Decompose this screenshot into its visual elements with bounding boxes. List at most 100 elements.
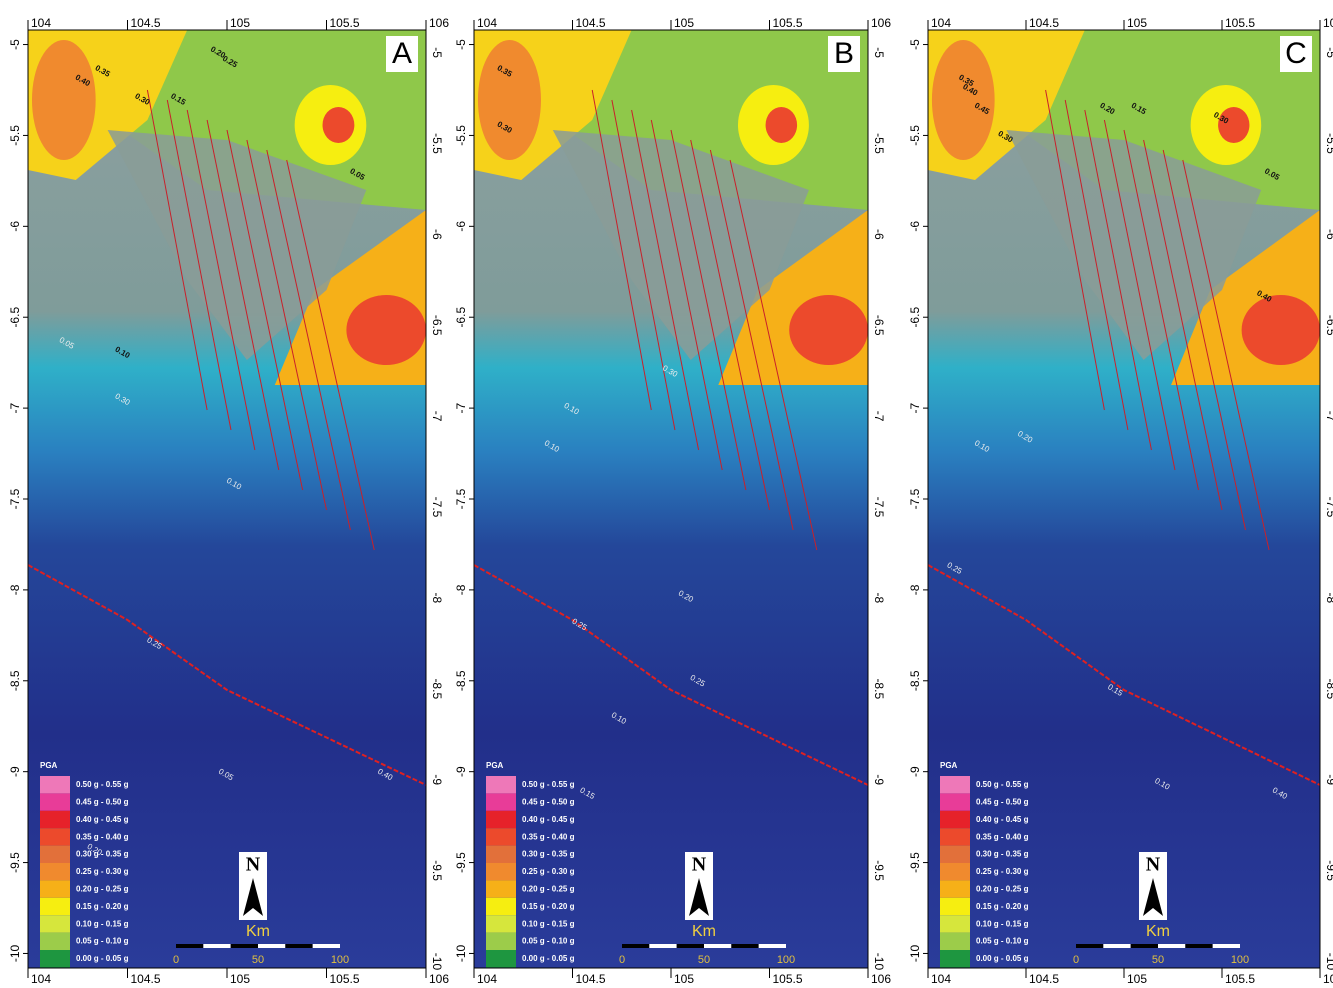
lat-tick-label: -8.5 <box>1324 678 1333 699</box>
fault-line <box>591 89 652 411</box>
hazard-zone <box>1218 107 1250 143</box>
legend-swatch <box>940 828 970 846</box>
lat-tick-label: -10 <box>908 944 922 962</box>
lat-tick-label: -7.5 <box>1324 497 1333 518</box>
legend-swatch <box>486 776 516 794</box>
lon-tick-label: 105 <box>674 16 694 30</box>
legend-swatch <box>486 915 516 933</box>
scale-unit: Km <box>692 923 716 940</box>
legend-swatch <box>40 915 70 933</box>
lon-tick-label: 104.5 <box>131 972 161 986</box>
lat-tick-label: -5 <box>908 39 922 50</box>
lon-tick-label: 104.5 <box>576 16 606 30</box>
lat-tick-label: -9 <box>1324 774 1333 785</box>
fault-line <box>1064 99 1129 431</box>
land-shelf <box>107 130 367 360</box>
north-label: N <box>246 854 261 876</box>
fault-line <box>709 149 794 531</box>
lat-tick-label: -9.5 <box>430 860 444 881</box>
lat-tick-label: -8 <box>454 584 468 595</box>
scale-segment <box>312 944 340 948</box>
lat-tick-label: -7 <box>908 402 922 413</box>
fault-line <box>729 159 818 551</box>
legend-swatch <box>486 863 516 881</box>
panel-label-box <box>828 36 860 72</box>
lon-tick-label: 106 <box>429 16 449 30</box>
scale-tick-label: 0 <box>619 954 625 966</box>
lon-tick-label: 106 <box>871 16 891 30</box>
panel-label: C <box>1285 37 1307 70</box>
scale-segment <box>203 944 231 948</box>
fault-line <box>690 139 770 511</box>
lon-tick-label: 105 <box>1127 16 1147 30</box>
scale-tick-label: 100 <box>331 954 349 966</box>
lat-tick-label: -6 <box>454 221 468 232</box>
scale-tick-label: 100 <box>1231 954 1249 966</box>
lat-tick-label: -6.5 <box>8 307 22 328</box>
legend-label: 0.30 g - 0.35 g <box>76 850 129 859</box>
legend-swatch <box>40 828 70 846</box>
lon-tick-label: 104 <box>31 972 51 986</box>
lat-tick-label: -8.5 <box>430 678 444 699</box>
hazard-zone <box>322 107 355 143</box>
lat-tick-label: -6.5 <box>872 315 886 336</box>
lat-tick-label: -8 <box>872 593 886 604</box>
scale-segment <box>1185 944 1213 948</box>
map-panel: C104104104.5104.5105105105.5105.5106106-… <box>908 16 1333 986</box>
trench-line <box>927 564 1321 786</box>
lat-tick-label: -8 <box>908 584 922 595</box>
fault-line <box>1182 159 1270 551</box>
legend-swatch <box>40 845 70 863</box>
north-arrow <box>243 878 263 916</box>
hazard-zone <box>931 40 995 160</box>
panel-label: B <box>834 37 854 70</box>
legend-swatch <box>40 863 70 881</box>
scale-tick-label: 100 <box>777 954 795 966</box>
lat-tick-label: -9.5 <box>454 852 468 873</box>
legend-label: 0.25 g - 0.30 g <box>76 867 129 876</box>
lat-tick-label: -6.5 <box>454 307 468 328</box>
lat-tick-label: -5 <box>1324 47 1333 58</box>
lat-tick-label: -7.5 <box>430 497 444 518</box>
legend-swatch <box>486 880 516 898</box>
lat-tick-label: -5 <box>454 39 468 50</box>
lat-tick-label: -10 <box>872 953 886 971</box>
lat-tick-label: -8 <box>8 584 22 595</box>
lat-tick-label: -6.5 <box>1324 315 1333 336</box>
hazard-zone <box>765 107 798 143</box>
legend-label: 0.25 g - 0.30 g <box>976 867 1029 876</box>
lon-tick-label: 105 <box>674 972 694 986</box>
legend-swatch <box>940 776 970 794</box>
legend-label: 0.35 g - 0.40 g <box>522 832 575 841</box>
scale-tick-label: 0 <box>173 954 179 966</box>
lon-tick-label: 104 <box>477 972 497 986</box>
lat-tick-label: -9 <box>872 774 886 785</box>
fault-line <box>1045 89 1105 411</box>
legend-label: 0.15 g - 0.20 g <box>976 902 1029 911</box>
legend-label: 0.30 g - 0.35 g <box>522 850 575 859</box>
legend-label: 0.45 g - 0.50 g <box>976 798 1029 807</box>
legend-swatch <box>40 897 70 916</box>
lat-tick-label: -9 <box>8 766 22 777</box>
scale-segment <box>1076 944 1104 948</box>
legend-label: 0.50 g - 0.55 g <box>976 780 1029 789</box>
lon-tick-label: 105 <box>230 972 250 986</box>
land-shelf <box>552 130 809 360</box>
legend-swatch <box>940 793 970 811</box>
scale-segment <box>1212 944 1240 948</box>
fault-line <box>631 109 700 451</box>
map-panel: B104104104.5104.5105105105.5105.5106106-… <box>454 16 891 986</box>
lat-tick-label: -7.5 <box>872 497 886 518</box>
fault-line <box>670 129 747 491</box>
north-arrow <box>1143 878 1163 916</box>
legend-swatch <box>940 810 970 829</box>
fault-line <box>286 159 375 551</box>
legend-label: 0.30 g - 0.35 g <box>976 850 1029 859</box>
map-panel: A104104104.5104.5105105105.5105.5106106-… <box>8 16 449 986</box>
lat-tick-label: -9 <box>430 774 444 785</box>
lon-tick-label: 105.5 <box>1225 972 1255 986</box>
north-label: N <box>692 854 707 876</box>
legend-swatch <box>486 828 516 846</box>
fault-line <box>186 109 256 451</box>
legend-label: 0.00 g - 0.05 g <box>976 954 1029 963</box>
